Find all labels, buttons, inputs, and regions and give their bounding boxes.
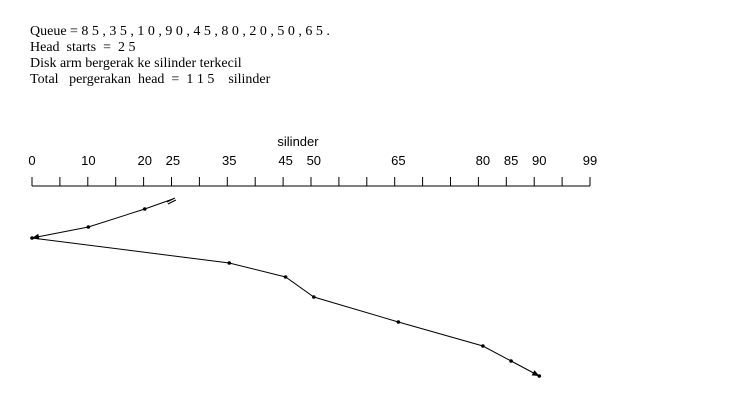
axis-title: silinder — [277, 134, 319, 149]
movement-point-65 — [396, 320, 401, 324]
tick-label-45: 45 — [278, 153, 292, 168]
end-arrow — [531, 370, 540, 376]
movement-line — [31, 198, 540, 377]
movement-point-80 — [481, 344, 485, 348]
tick-label-10: 10 — [81, 153, 95, 168]
tick-label-85: 85 — [504, 153, 518, 168]
tick-label-25: 25 — [166, 153, 180, 168]
movement-point-85 — [509, 359, 513, 363]
tick-label-90: 90 — [532, 153, 546, 168]
tick-label-0: 0 — [28, 153, 35, 168]
cylinder-axis — [31, 177, 591, 187]
direction-line: Disk arm bergerak ke silinder terkecil — [30, 56, 242, 71]
total-movement-line: Total pergerakan head = 1 1 5 silinder — [30, 72, 271, 87]
movement-point-10 — [86, 225, 91, 229]
tick-label-35: 35 — [222, 153, 236, 168]
tick-label-80: 80 — [476, 153, 490, 168]
tick-label-50: 50 — [307, 153, 321, 168]
head-start-line: Head starts = 2 5 — [30, 40, 136, 55]
head-movement-path — [30, 197, 542, 378]
queue-line: Queue = 8 5 , 3 5 , 1 0 , 9 0 , 4 5 , 8 … — [30, 24, 330, 39]
tick-labels: 0 10 20 25 35 45 50 65 80 85 90 99 — [28, 153, 597, 168]
start-marker — [166, 197, 177, 205]
tick-label-99: 99 — [583, 153, 597, 168]
movement-point-20 — [142, 207, 147, 211]
movement-point-35 — [227, 261, 232, 265]
tick-label-65: 65 — [391, 153, 405, 168]
reversal-arrow — [32, 233, 40, 240]
movement-point-50 — [312, 295, 316, 299]
tick-label-20: 20 — [137, 153, 151, 168]
movement-point-45 — [283, 275, 288, 279]
header-text: Queue = 8 5 , 3 5 , 1 0 , 9 0 , 4 5 , 8 … — [30, 24, 330, 88]
